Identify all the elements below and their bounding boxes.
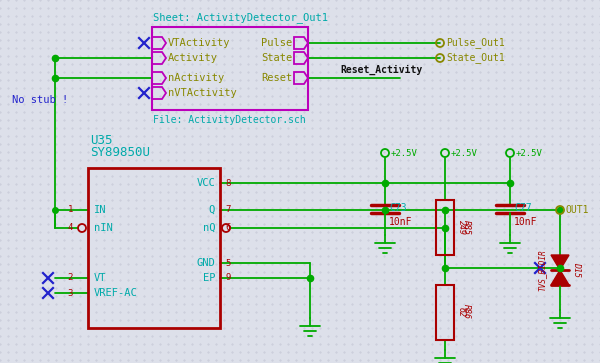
Polygon shape	[551, 270, 569, 285]
Text: File: ActivityDetector.sch: File: ActivityDetector.sch	[153, 115, 306, 125]
Text: +2.5V: +2.5V	[391, 148, 418, 158]
Text: GND: GND	[196, 258, 215, 268]
Text: R85: R85	[461, 220, 470, 234]
Polygon shape	[551, 255, 569, 270]
Text: 9: 9	[225, 273, 230, 282]
Text: Reset: Reset	[261, 73, 292, 83]
Bar	[436, 200, 454, 255]
Text: Q: Q	[209, 205, 215, 215]
Text: VTActivity: VTActivity	[168, 38, 230, 48]
Text: Activity: Activity	[168, 53, 218, 63]
Text: 2: 2	[68, 273, 73, 282]
Text: 6: 6	[225, 224, 230, 232]
Text: +2.5V: +2.5V	[516, 148, 543, 158]
Text: nQ: nQ	[203, 223, 215, 233]
Text: C73: C73	[389, 203, 407, 213]
Text: D15: D15	[572, 262, 581, 277]
Text: Pulse_Out1: Pulse_Out1	[446, 37, 505, 48]
Text: Pulse: Pulse	[261, 38, 292, 48]
Text: nIN: nIN	[94, 223, 113, 233]
Bar	[152, 27, 308, 110]
Text: State: State	[261, 53, 292, 63]
Text: SY89850U: SY89850U	[90, 146, 150, 159]
Bar	[436, 285, 454, 340]
Text: IN: IN	[94, 205, 107, 215]
Bar	[88, 168, 220, 328]
Text: TVS_BIDIR: TVS_BIDIR	[538, 249, 547, 291]
Text: C77: C77	[514, 203, 532, 213]
Text: VREF-AC: VREF-AC	[94, 288, 138, 298]
Text: 10nF: 10nF	[389, 217, 413, 227]
Text: No stub !: No stub !	[12, 95, 68, 105]
Text: Reset_Activity: Reset_Activity	[340, 65, 422, 75]
Text: 4: 4	[68, 224, 73, 232]
Text: 10nF: 10nF	[514, 217, 538, 227]
Text: 8: 8	[225, 179, 230, 188]
Text: nVTActivity: nVTActivity	[168, 88, 237, 98]
Text: nActivity: nActivity	[168, 73, 224, 83]
Text: Sheet: ActivityDetector_Out1: Sheet: ActivityDetector_Out1	[153, 13, 328, 24]
Text: R86: R86	[461, 305, 470, 319]
Text: OUT1: OUT1	[566, 205, 589, 215]
Text: State_Out1: State_Out1	[446, 53, 505, 64]
Text: 5: 5	[225, 258, 230, 268]
Text: EP: EP	[203, 273, 215, 283]
Text: VT: VT	[94, 273, 107, 283]
Text: +2.5V: +2.5V	[451, 148, 478, 158]
Text: 7: 7	[225, 205, 230, 215]
Text: 249: 249	[457, 220, 466, 234]
Text: 1: 1	[68, 205, 73, 215]
Text: VCC: VCC	[196, 178, 215, 188]
Text: U35: U35	[90, 134, 113, 147]
Text: 62: 62	[457, 307, 466, 317]
Text: 3: 3	[68, 289, 73, 298]
